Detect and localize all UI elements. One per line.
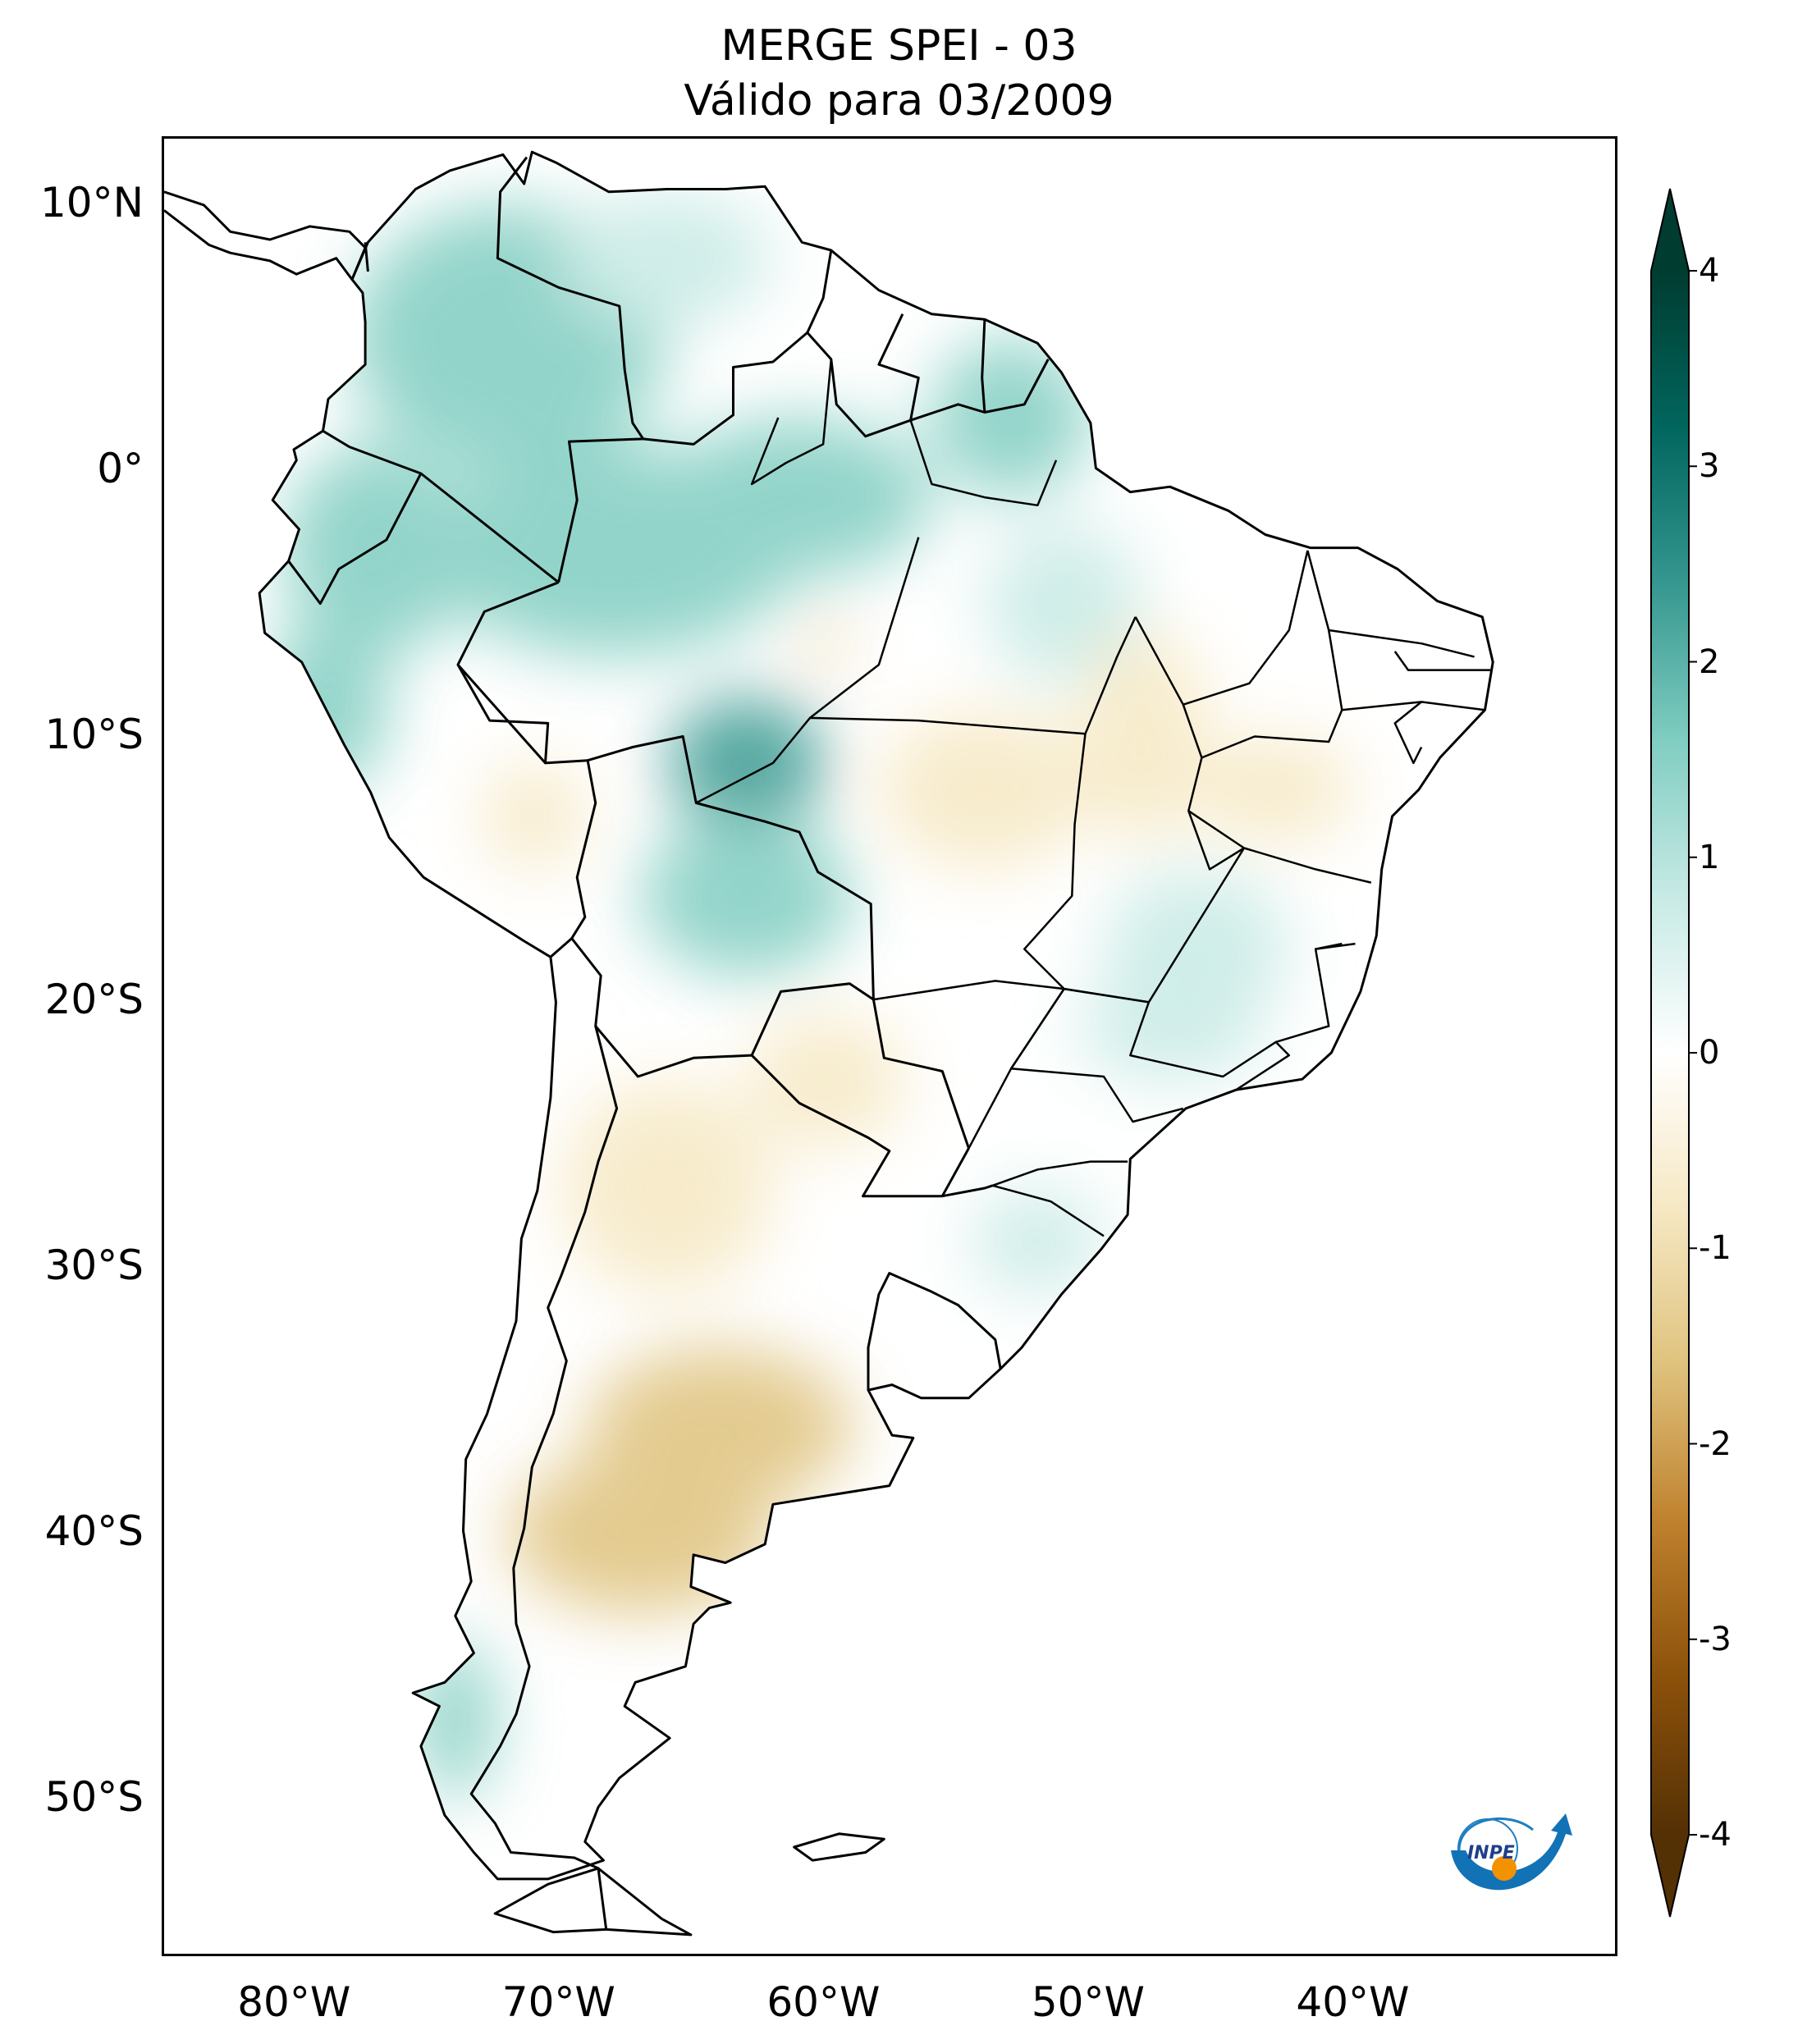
state-border [992, 1160, 1128, 1187]
lat-tick-label: 10°N [39, 178, 144, 226]
country-border [867, 1272, 1002, 1391]
state-border [1009, 987, 1184, 1123]
lon-tick-label: 50°W [1031, 1978, 1145, 2026]
anomaly-region [560, 191, 773, 325]
colorbar-tick-label: 0 [1699, 1034, 1720, 1072]
falklands-outline [793, 1832, 885, 1862]
anomaly-region [804, 624, 848, 662]
anomaly-region [560, 1081, 773, 1295]
colorbar-tick-label: 4 [1699, 252, 1720, 290]
lat-tick-label: 40°S [44, 1507, 144, 1555]
anomaly-region [878, 710, 1091, 870]
lat-tick-label: 20°S [44, 976, 144, 1024]
anomaly-region [666, 417, 932, 578]
lon-tick-label: 60°W [766, 1978, 881, 2026]
country-border [557, 437, 643, 583]
logo-sun [1492, 1856, 1517, 1881]
country-border [872, 999, 970, 1149]
colorbar-tick-label: -4 [1699, 1816, 1732, 1854]
state-border [1235, 1041, 1291, 1091]
anomaly-region [640, 816, 853, 976]
lat-tick-label: 30°S [44, 1241, 144, 1290]
country-border [984, 359, 1050, 414]
state-border [1393, 701, 1423, 765]
colorbar-tick-label: 2 [1699, 642, 1720, 681]
state-border [909, 419, 1058, 507]
state-border [1315, 942, 1356, 950]
country-border [364, 242, 369, 272]
colorbar-tick-label: -3 [1699, 1620, 1732, 1658]
country-border [570, 937, 753, 1078]
anomaly-region [283, 444, 469, 657]
state-border [1084, 616, 1137, 734]
country-border [496, 156, 645, 440]
lat-tick-label: 50°S [44, 1772, 144, 1821]
country-border [456, 664, 547, 764]
logo-swoosh [1451, 1813, 1572, 1891]
colorbar-body [1651, 271, 1689, 1835]
country-border [587, 735, 875, 1000]
colorbar-tick-label: 3 [1699, 447, 1720, 486]
colorbar-top-extension [1651, 189, 1689, 271]
colorbar-bottom-extension [1651, 1835, 1689, 1917]
lat-tick-label: 0° [97, 444, 144, 492]
anomaly-region [1077, 975, 1263, 1082]
inpe-logo: INPE [1451, 1813, 1572, 1891]
colorbar-tick-label: -2 [1699, 1424, 1732, 1463]
country-border [456, 581, 597, 958]
logo-orbit-arc [1457, 1817, 1534, 1851]
anomaly-region [1196, 736, 1356, 844]
coastline [258, 150, 1494, 1881]
logo-text: INPE [1467, 1843, 1515, 1863]
chart-title-line-1: MERGE SPEI - 03 [721, 21, 1077, 71]
lon-tick-label: 40°W [1296, 1978, 1410, 2026]
tierra-del-fuego-outline [597, 1867, 693, 1937]
colorbar-tick-label: -1 [1699, 1229, 1732, 1268]
anomaly-region [984, 524, 1144, 684]
country-border [750, 982, 875, 1056]
country-border [806, 313, 920, 438]
state-border [750, 359, 833, 486]
central-america-outline [164, 190, 367, 281]
anomaly-region [931, 337, 1091, 498]
state-border [1129, 847, 1343, 1078]
colorbar-tick-label: 1 [1699, 838, 1720, 876]
state-border [1393, 651, 1490, 671]
country-border [322, 429, 560, 583]
state-border [1187, 810, 1372, 884]
state-border [1201, 550, 1343, 759]
state-border [992, 1184, 1105, 1237]
country-border [643, 249, 833, 446]
chart-title-line-2: Válido para 03/2009 [684, 76, 1114, 126]
country-border [469, 1026, 619, 1870]
map-panel [162, 136, 1617, 1956]
anomaly-region [1077, 630, 1210, 844]
state-border [1134, 616, 1245, 871]
anomaly-region [482, 762, 588, 870]
state-border [1183, 550, 1309, 706]
tierra-del-fuego-chile-outline [493, 1867, 606, 1934]
lat-tick-label: 10°S [44, 710, 144, 758]
state-border [695, 716, 1086, 804]
anomaly-region [746, 1015, 906, 1149]
country-border [287, 473, 423, 606]
country-border [942, 1184, 994, 1198]
lon-tick-label: 70°W [501, 1978, 615, 2026]
state-border [1329, 629, 1475, 658]
lon-tick-label: 80°W [237, 1978, 351, 2026]
map-canvas [164, 150, 1494, 1937]
state-border [809, 537, 920, 719]
